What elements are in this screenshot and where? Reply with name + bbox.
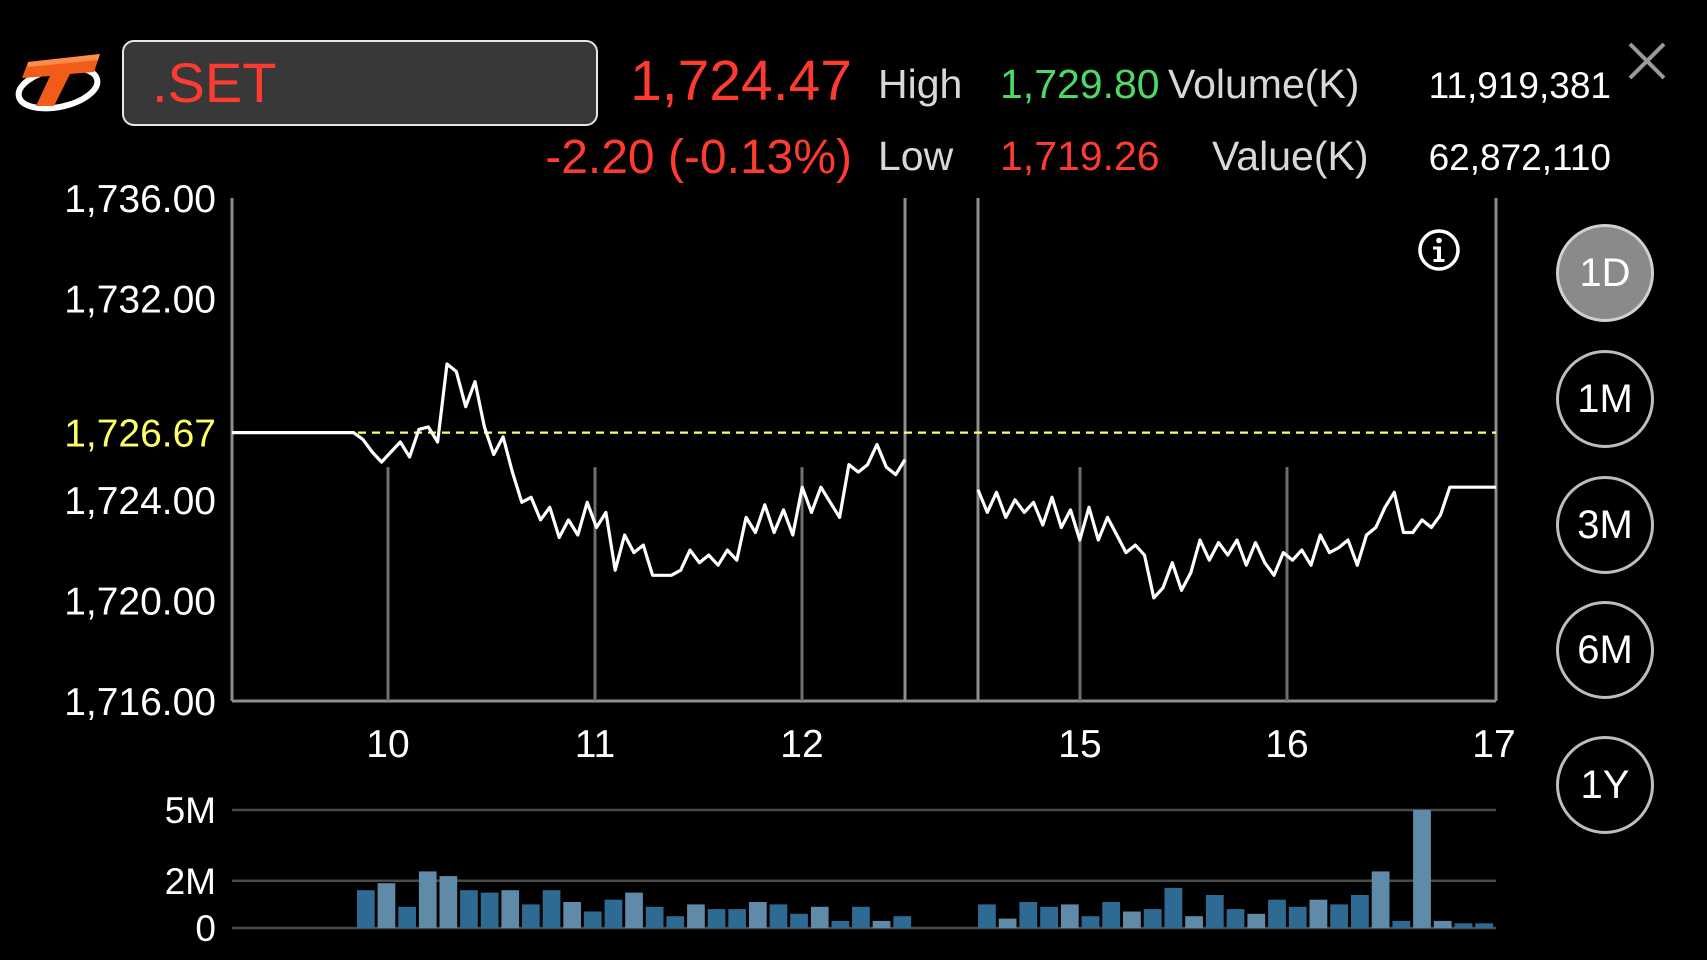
period-1y-button[interactable]: 1Y [1556, 736, 1654, 834]
volume-bar [1040, 906, 1058, 928]
volume-bar [625, 892, 643, 928]
volume-bar [563, 902, 581, 928]
volume-y-tick-label: 0 [195, 908, 216, 949]
volume-bar [522, 904, 540, 928]
volume-y-tick-label: 2M [165, 861, 216, 902]
symbol-input[interactable]: .SET [122, 40, 598, 126]
close-icon[interactable] [1626, 40, 1668, 82]
value-value: 62,872,110 [1428, 137, 1611, 178]
volume-bar [1226, 909, 1245, 928]
volume-bar [501, 890, 520, 928]
volume-bar [418, 871, 437, 928]
volume-bar [1123, 911, 1141, 928]
volume-bar [1081, 916, 1100, 928]
volume-bar [687, 904, 705, 928]
price-x-tick-label: 12 [780, 723, 823, 766]
volume-bar [1019, 902, 1038, 928]
price-x-tick-label: 17 [1472, 723, 1515, 766]
volume-bar [1330, 904, 1348, 928]
period-6m-button[interactable]: 6M [1556, 601, 1654, 699]
price-y-tick-label: 1,716.00 [64, 681, 216, 724]
volume-bar [1102, 902, 1121, 928]
low-label: Low [878, 133, 954, 179]
volume-value: 11,919,381 [1428, 65, 1611, 106]
info-icon[interactable] [1417, 228, 1461, 272]
volume-bar [749, 902, 767, 928]
volume-bar [357, 890, 375, 928]
price-y-tick-label: 1,736.00 [64, 178, 216, 221]
price-x-tick-label: 11 [575, 723, 616, 766]
volume-bar [810, 906, 829, 928]
high-label: High [878, 61, 963, 107]
volume-bar [1392, 920, 1411, 928]
volume-bar [1413, 810, 1431, 928]
volume-bar [1371, 871, 1390, 928]
volume-label: Volume(K) [1168, 61, 1360, 107]
volume-bar [480, 892, 499, 928]
volume-bar [707, 909, 726, 928]
volume-bar [460, 890, 478, 928]
price-series-line [232, 362, 907, 577]
volume-bar [1433, 920, 1452, 928]
volume-bar [1351, 895, 1369, 928]
volume-bar [1205, 895, 1224, 928]
price-y-tick-label: 1,720.00 [64, 580, 216, 623]
low-value: 1,719.26 [1000, 133, 1160, 179]
volume-bar [893, 916, 912, 928]
volume-bar [398, 906, 416, 928]
period-1m-button[interactable]: 1M [1556, 350, 1654, 448]
price-y-tick-label: 1,724.00 [64, 480, 216, 523]
volume-bar [1288, 906, 1307, 928]
period-1d-button[interactable]: 1D [1556, 224, 1654, 322]
price-x-tick-label: 10 [366, 723, 409, 766]
volume-bar [831, 920, 850, 928]
volume-bar [998, 918, 1017, 928]
volume-bar [1475, 923, 1494, 928]
volume-bar [604, 899, 623, 928]
value-label: Value(K) [1212, 133, 1369, 179]
volume-bar [1060, 904, 1079, 928]
volume-bar [790, 913, 808, 928]
volume-bar [769, 904, 788, 928]
volume-bar [728, 909, 746, 928]
volume-bar [377, 883, 396, 928]
volume-bar [1143, 909, 1162, 928]
high-value: 1,729.80 [1000, 61, 1160, 107]
volume-bar [439, 876, 458, 928]
volume-bar [645, 906, 664, 928]
volume-bar [1185, 916, 1203, 928]
volume-bar [542, 890, 561, 928]
volume-y-tick-label: 5M [165, 790, 216, 831]
price-y-tick-label: 1,732.00 [64, 279, 216, 322]
volume-bar [872, 920, 891, 928]
last-price: 1,724.47 [630, 49, 852, 113]
reference-price-label: 1,726.67 [64, 413, 216, 456]
volume-bar [978, 904, 996, 928]
volume-bar [1247, 913, 1266, 928]
period-3m-button[interactable]: 3M [1556, 476, 1654, 574]
price-change: -2.20 (-0.13%) [545, 131, 852, 184]
volume-bar [852, 906, 870, 928]
volume-bar [583, 911, 602, 928]
price-x-tick-label: 15 [1058, 723, 1101, 766]
price-x-tick-label: 16 [1265, 723, 1308, 766]
volume-bar [1454, 923, 1473, 928]
volume-bar [666, 916, 685, 928]
volume-bar [1268, 899, 1286, 928]
price-series-line [976, 485, 1496, 600]
volume-bar [1164, 887, 1183, 928]
thanachart-t-logo-icon [15, 54, 101, 112]
volume-bar [1309, 899, 1328, 928]
